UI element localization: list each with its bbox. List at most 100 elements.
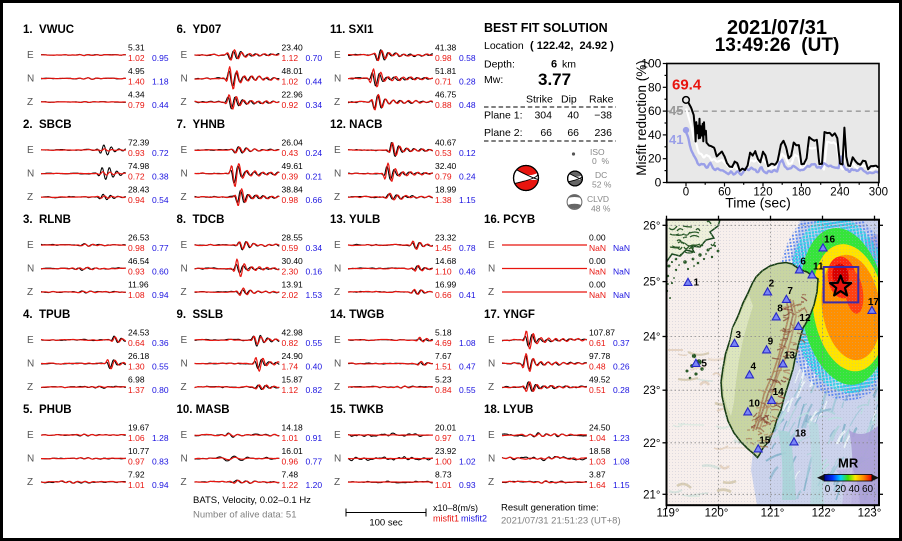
svg-text:NaN: NaN <box>589 290 606 300</box>
svg-text:1.04: 1.04 <box>589 433 606 443</box>
svg-text:1.15: 1.15 <box>459 195 476 205</box>
svg-text:22.96: 22.96 <box>282 90 304 100</box>
svg-text:7. YHNB: 7. YHNB <box>177 119 226 131</box>
svg-text:97.78: 97.78 <box>589 351 611 361</box>
svg-text:1.02: 1.02 <box>128 53 145 63</box>
svg-text:0.44: 0.44 <box>152 100 169 110</box>
svg-text:0.82: 0.82 <box>306 385 323 395</box>
svg-text:20.01: 20.01 <box>435 423 457 433</box>
svg-text:E: E <box>181 430 188 441</box>
svg-text:0.34: 0.34 <box>306 100 323 110</box>
svg-text:E: E <box>488 335 495 346</box>
svg-text:48.01: 48.01 <box>282 66 304 76</box>
svg-text:0.98: 0.98 <box>282 195 299 205</box>
svg-text:E: E <box>334 145 341 156</box>
svg-text:40: 40 <box>648 128 662 142</box>
svg-text:17. YNGF: 17. YNGF <box>484 309 535 321</box>
svg-text:Dip: Dip <box>561 94 577 106</box>
svg-text:11: 11 <box>813 262 824 273</box>
svg-text:80: 80 <box>648 80 662 94</box>
svg-text:Z: Z <box>27 192 33 203</box>
svg-text:0.00: 0.00 <box>589 256 606 266</box>
svg-text:0.72: 0.72 <box>152 148 169 158</box>
svg-text:0.70: 0.70 <box>306 53 323 63</box>
svg-text:N: N <box>181 359 188 370</box>
svg-text:0.54: 0.54 <box>152 195 169 205</box>
svg-text:0.36: 0.36 <box>152 338 169 348</box>
svg-text:0.64: 0.64 <box>128 338 145 348</box>
svg-text:48 %: 48 % <box>591 204 611 214</box>
svg-text:Z: Z <box>181 477 187 488</box>
svg-text:N: N <box>334 454 341 465</box>
svg-text:23.32: 23.32 <box>435 233 457 243</box>
svg-text:1: 1 <box>694 278 700 289</box>
svg-text:Mw:: Mw: <box>484 74 503 86</box>
svg-text:3.77: 3.77 <box>538 70 571 89</box>
svg-text:1.08: 1.08 <box>459 338 476 348</box>
svg-text:1.38: 1.38 <box>435 195 452 205</box>
svg-text:0.43: 0.43 <box>282 148 299 158</box>
svg-text:5. PHUB: 5. PHUB <box>23 404 72 416</box>
svg-text:0.82: 0.82 <box>282 338 299 348</box>
svg-text:Z: Z <box>334 287 340 298</box>
svg-text:16. PCYB: 16. PCYB <box>484 214 535 226</box>
svg-text:E: E <box>334 240 341 251</box>
svg-text:8: 8 <box>777 304 783 315</box>
svg-text:0 %: 0 % <box>592 156 609 166</box>
svg-text:304: 304 <box>534 110 552 122</box>
svg-text:0.97: 0.97 <box>435 433 452 443</box>
svg-text:E: E <box>181 50 188 61</box>
svg-text:21°: 21° <box>643 489 660 501</box>
svg-text:26.04: 26.04 <box>282 138 304 148</box>
svg-text:Z: Z <box>181 192 187 203</box>
svg-text:40: 40 <box>848 484 860 495</box>
svg-text:Z: Z <box>488 382 494 393</box>
svg-text:Z: Z <box>488 287 494 298</box>
svg-text:0.84: 0.84 <box>435 385 452 395</box>
svg-text:40.67: 40.67 <box>435 138 457 148</box>
svg-text:18: 18 <box>795 429 807 440</box>
svg-text:1.45: 1.45 <box>435 243 452 253</box>
svg-text:0.71: 0.71 <box>459 433 476 443</box>
svg-text:0.98: 0.98 <box>435 53 452 63</box>
svg-text:10.77: 10.77 <box>128 446 150 456</box>
svg-text:0.24: 0.24 <box>306 148 323 158</box>
svg-text:26.18: 26.18 <box>128 351 150 361</box>
svg-text:Depth:: Depth: <box>484 59 515 71</box>
svg-text:7.67: 7.67 <box>435 351 452 361</box>
svg-text:240: 240 <box>830 187 849 199</box>
svg-text:0.91: 0.91 <box>306 433 323 443</box>
svg-text:Rake: Rake <box>589 94 614 106</box>
svg-text:misfit2: misfit2 <box>461 514 487 524</box>
svg-text:0.71: 0.71 <box>435 77 452 87</box>
svg-text:6.98: 6.98 <box>128 375 145 385</box>
svg-text:3.87: 3.87 <box>589 470 606 480</box>
svg-text:20: 20 <box>648 152 662 166</box>
svg-text:N: N <box>27 74 34 85</box>
svg-text:N: N <box>181 74 188 85</box>
svg-text:26.53: 26.53 <box>128 233 150 243</box>
svg-text:N: N <box>334 169 341 180</box>
svg-text:20: 20 <box>835 484 847 495</box>
svg-text:23.92: 23.92 <box>435 446 457 456</box>
svg-text:N: N <box>488 359 495 370</box>
svg-text:0.97: 0.97 <box>128 457 145 467</box>
svg-text:1.01: 1.01 <box>435 480 452 490</box>
svg-text:Z: Z <box>181 287 187 298</box>
svg-text:E: E <box>334 50 341 61</box>
svg-text:0.66: 0.66 <box>306 195 323 205</box>
svg-text:180: 180 <box>792 187 811 199</box>
svg-text:N: N <box>181 454 188 465</box>
svg-text:69.4: 69.4 <box>672 77 702 94</box>
svg-text:Result generation time:: Result generation time: <box>501 503 599 514</box>
svg-text:0.96: 0.96 <box>282 457 299 467</box>
svg-text:1.23: 1.23 <box>613 433 630 443</box>
svg-text:46.54: 46.54 <box>128 256 150 266</box>
svg-text:119°: 119° <box>657 508 680 520</box>
svg-text:4.34: 4.34 <box>128 90 145 100</box>
svg-text:Z: Z <box>334 477 340 488</box>
svg-text:0.47: 0.47 <box>459 362 476 372</box>
svg-text:0.39: 0.39 <box>282 172 299 182</box>
svg-text:1.03: 1.03 <box>589 457 606 467</box>
svg-text:24.90: 24.90 <box>282 351 304 361</box>
